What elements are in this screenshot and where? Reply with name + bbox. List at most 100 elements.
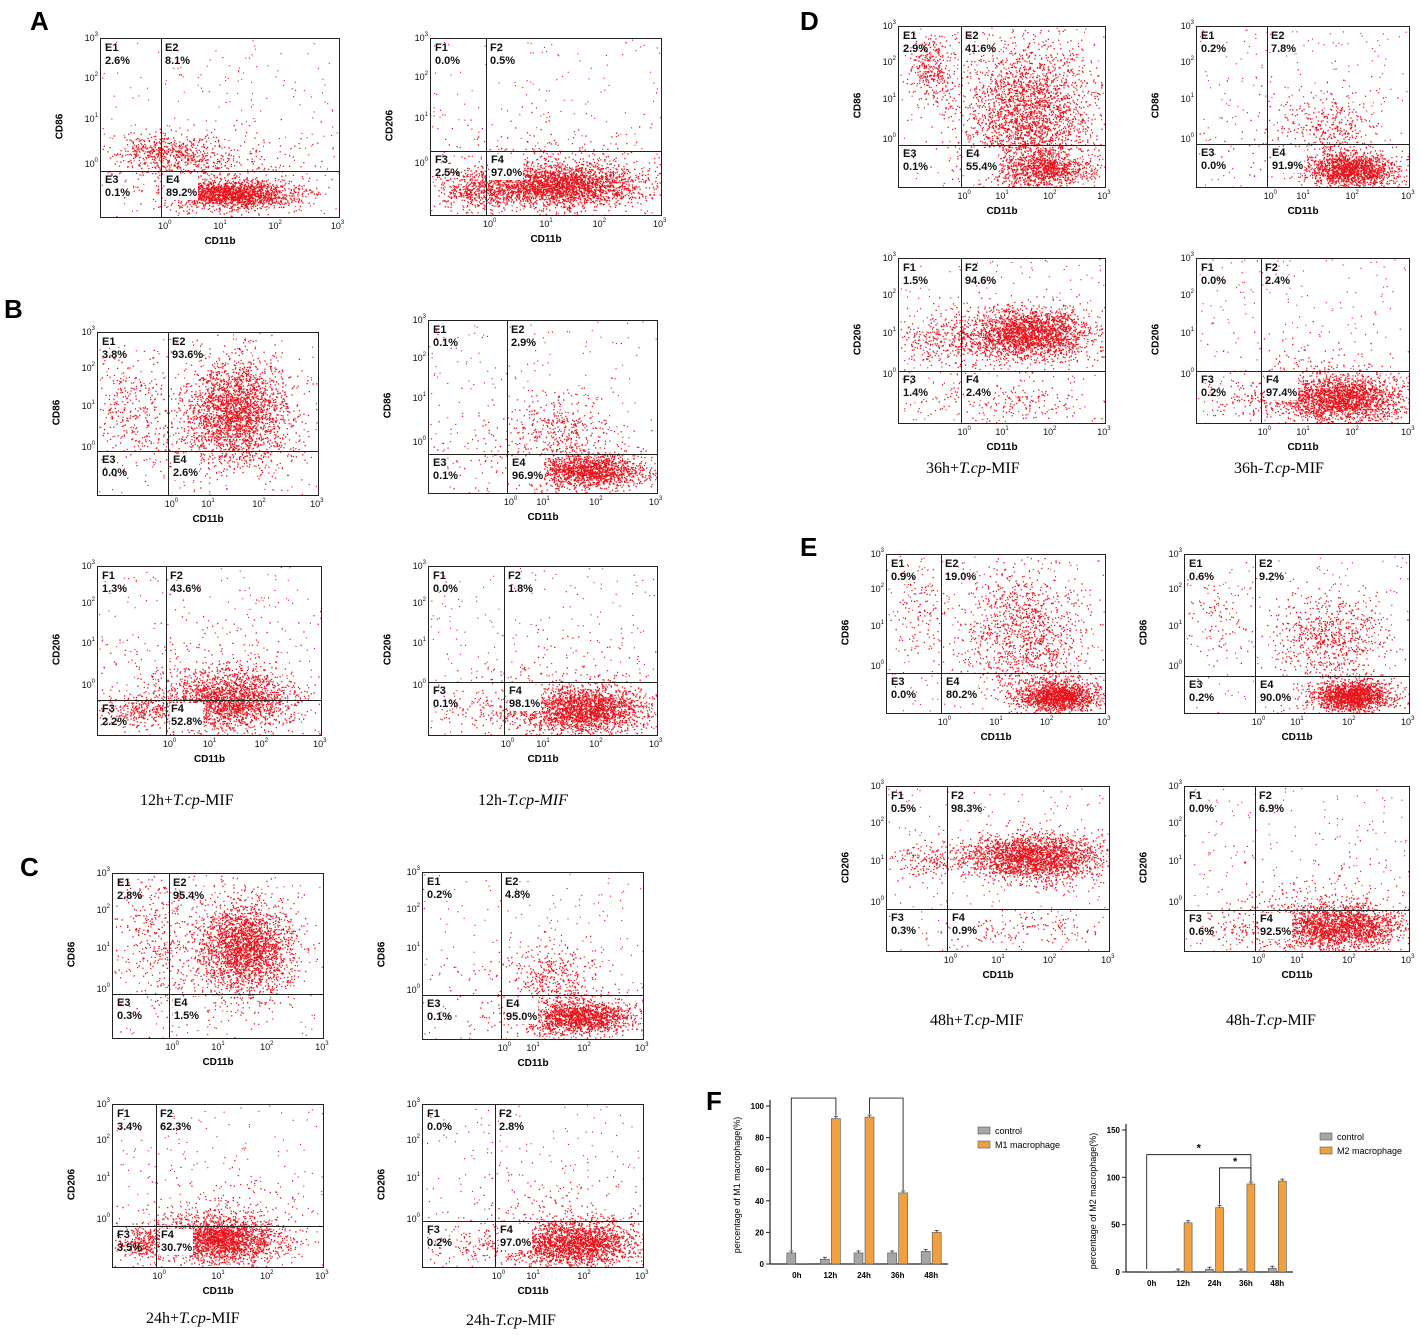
y-tick-label: 100 [400,984,420,995]
caption-12h-plus: 12h+T.cp-MIF [140,792,234,810]
quadrant-gate-horizontal [899,145,1105,146]
tick-base: 10 [539,219,549,229]
scatter-dots [429,567,658,736]
tick-base: 10 [153,1271,163,1281]
quadrant-percentage: 62.3% [160,1121,191,1134]
bar-macrophage [831,1119,840,1264]
quadrant-name: E2 [965,30,996,43]
tick-base: 10 [1169,549,1179,559]
quadrant-percentage: 90.0% [1260,692,1291,705]
flow-plot-frame: F1 3.4% F2 62.3% F3 3.5% F4 30.7% [112,1104,324,1268]
quadrant-label-3: F3 3.5% [117,1229,142,1255]
y-tick-label: 100 [90,983,110,994]
bar-control [888,1253,897,1264]
x-tick-label: 100 [952,426,976,437]
tick-base: 10 [413,680,423,690]
quadrant-name: E4 [1272,147,1303,160]
quadrant-percentage: 3.4% [117,1121,142,1134]
tick-base: 10 [526,1043,536,1053]
quadrant-percentage: 0.0% [891,689,916,702]
y-axis-label: CD206 [853,310,864,370]
quadrant-label-3: E3 0.0% [1201,147,1226,173]
quadrant-percentage: 0.1% [433,470,458,483]
quadrant-name: F2 [951,790,982,803]
quadrant-percentage: 0.2% [427,1237,452,1250]
tick-exponent: 2 [1179,817,1182,823]
y-axis-label: CD86 [377,925,388,985]
flow-plot-frame: E1 3.8% E2 93.6% E3 0.0% E4 2.6% [97,332,319,496]
tick-base: 10 [415,72,425,82]
bar-control [1206,1269,1214,1272]
tick-exponent: 2 [881,583,884,589]
y-tick-label: 103 [90,1098,110,1109]
quadrant-label-1: E1 2.8% [117,877,142,903]
quadrant-percentage: 1.4% [903,387,928,400]
quadrant-name: E1 [903,30,928,43]
bar-macrophage [899,1193,908,1264]
tick-base: 10 [407,985,417,995]
tick-base: 10 [989,717,999,727]
quadrant-percentage: 6.9% [1259,803,1284,816]
y-tick-label: 100 [406,436,426,447]
tick-exponent: 3 [1179,548,1182,554]
x-axis-label: CD11b [190,236,250,247]
y-tick-label: 102 [90,904,110,915]
legend-label: M2 macrophage [1337,1146,1402,1156]
x-axis-label: CD11b [1273,442,1333,453]
tick-base: 10 [498,1043,508,1053]
tick-exponent: 2 [603,218,606,224]
y-axis-label: CD86 [841,603,852,663]
x-tick-label: 101 [521,1270,545,1281]
x-tick-label: 12h [824,1271,838,1280]
scatter-dots [113,874,324,1039]
panel-letter-d: D [800,6,819,37]
quadrant-label-2: F2 62.3% [160,1108,191,1134]
quadrant-name: E2 [173,877,204,890]
tick-exponent: 0 [1262,954,1265,960]
x-tick-label: 103 [1396,954,1420,965]
x-tick-label: 102 [255,1270,279,1281]
tick-exponent: 1 [107,1172,110,1178]
legend-swatch [978,1127,990,1134]
tick-base: 10 [97,1214,107,1224]
tick-base: 10 [310,499,320,509]
tick-base: 10 [331,221,341,231]
y-axis-label: percentage of M1 macrophage(%) [732,1117,742,1254]
tick-exponent: 1 [1191,93,1194,99]
y-tick-label: 100 [400,1213,420,1224]
tick-base: 10 [260,1271,270,1281]
tick-base: 10 [213,221,223,231]
tick-exponent: 2 [599,738,602,744]
quadrant-name: F3 [903,374,928,387]
tick-base: 10 [1258,427,1268,437]
tick-base: 10 [252,499,262,509]
x-axis-label: CD11b [968,970,1028,981]
x-tick-label: 103 [1396,426,1420,437]
y-tick-label: 103 [876,252,896,263]
tick-base: 10 [526,1271,536,1281]
tick-exponent: 0 [423,679,426,685]
tick-base: 10 [97,1099,107,1109]
x-tick-label: 102 [263,220,287,231]
y-tick-label: 102 [864,583,884,594]
flow-plot-frame: F1 0.5% F2 98.3% F3 0.3% F4 0.9% [886,786,1110,952]
x-tick-label: 100 [158,738,182,749]
quadrant-name: F3 [435,154,460,167]
quadrant-percentage: 0.1% [903,161,928,174]
tick-exponent: 0 [1191,133,1194,139]
quadrant-percentage: 95.0% [506,1011,537,1024]
quadrant-percentage: 1.8% [508,583,533,596]
tick-base: 10 [577,1271,587,1281]
quadrant-name: F3 [102,703,127,716]
x-tick-label: 101 [990,426,1014,437]
y-tick-label: 101 [1174,327,1194,338]
quadrant-label-1: F1 0.0% [1189,790,1214,816]
y-tick-label: 100 [78,158,98,169]
y-axis-label: CD86 [67,925,78,985]
x-tick-label: 48h [924,1271,938,1280]
tick-base: 10 [269,221,279,231]
tick-exponent: 3 [325,1041,328,1047]
tick-exponent: 3 [92,326,95,332]
y-tick-label: 40 [755,1197,764,1206]
tick-exponent: 1 [881,620,884,626]
